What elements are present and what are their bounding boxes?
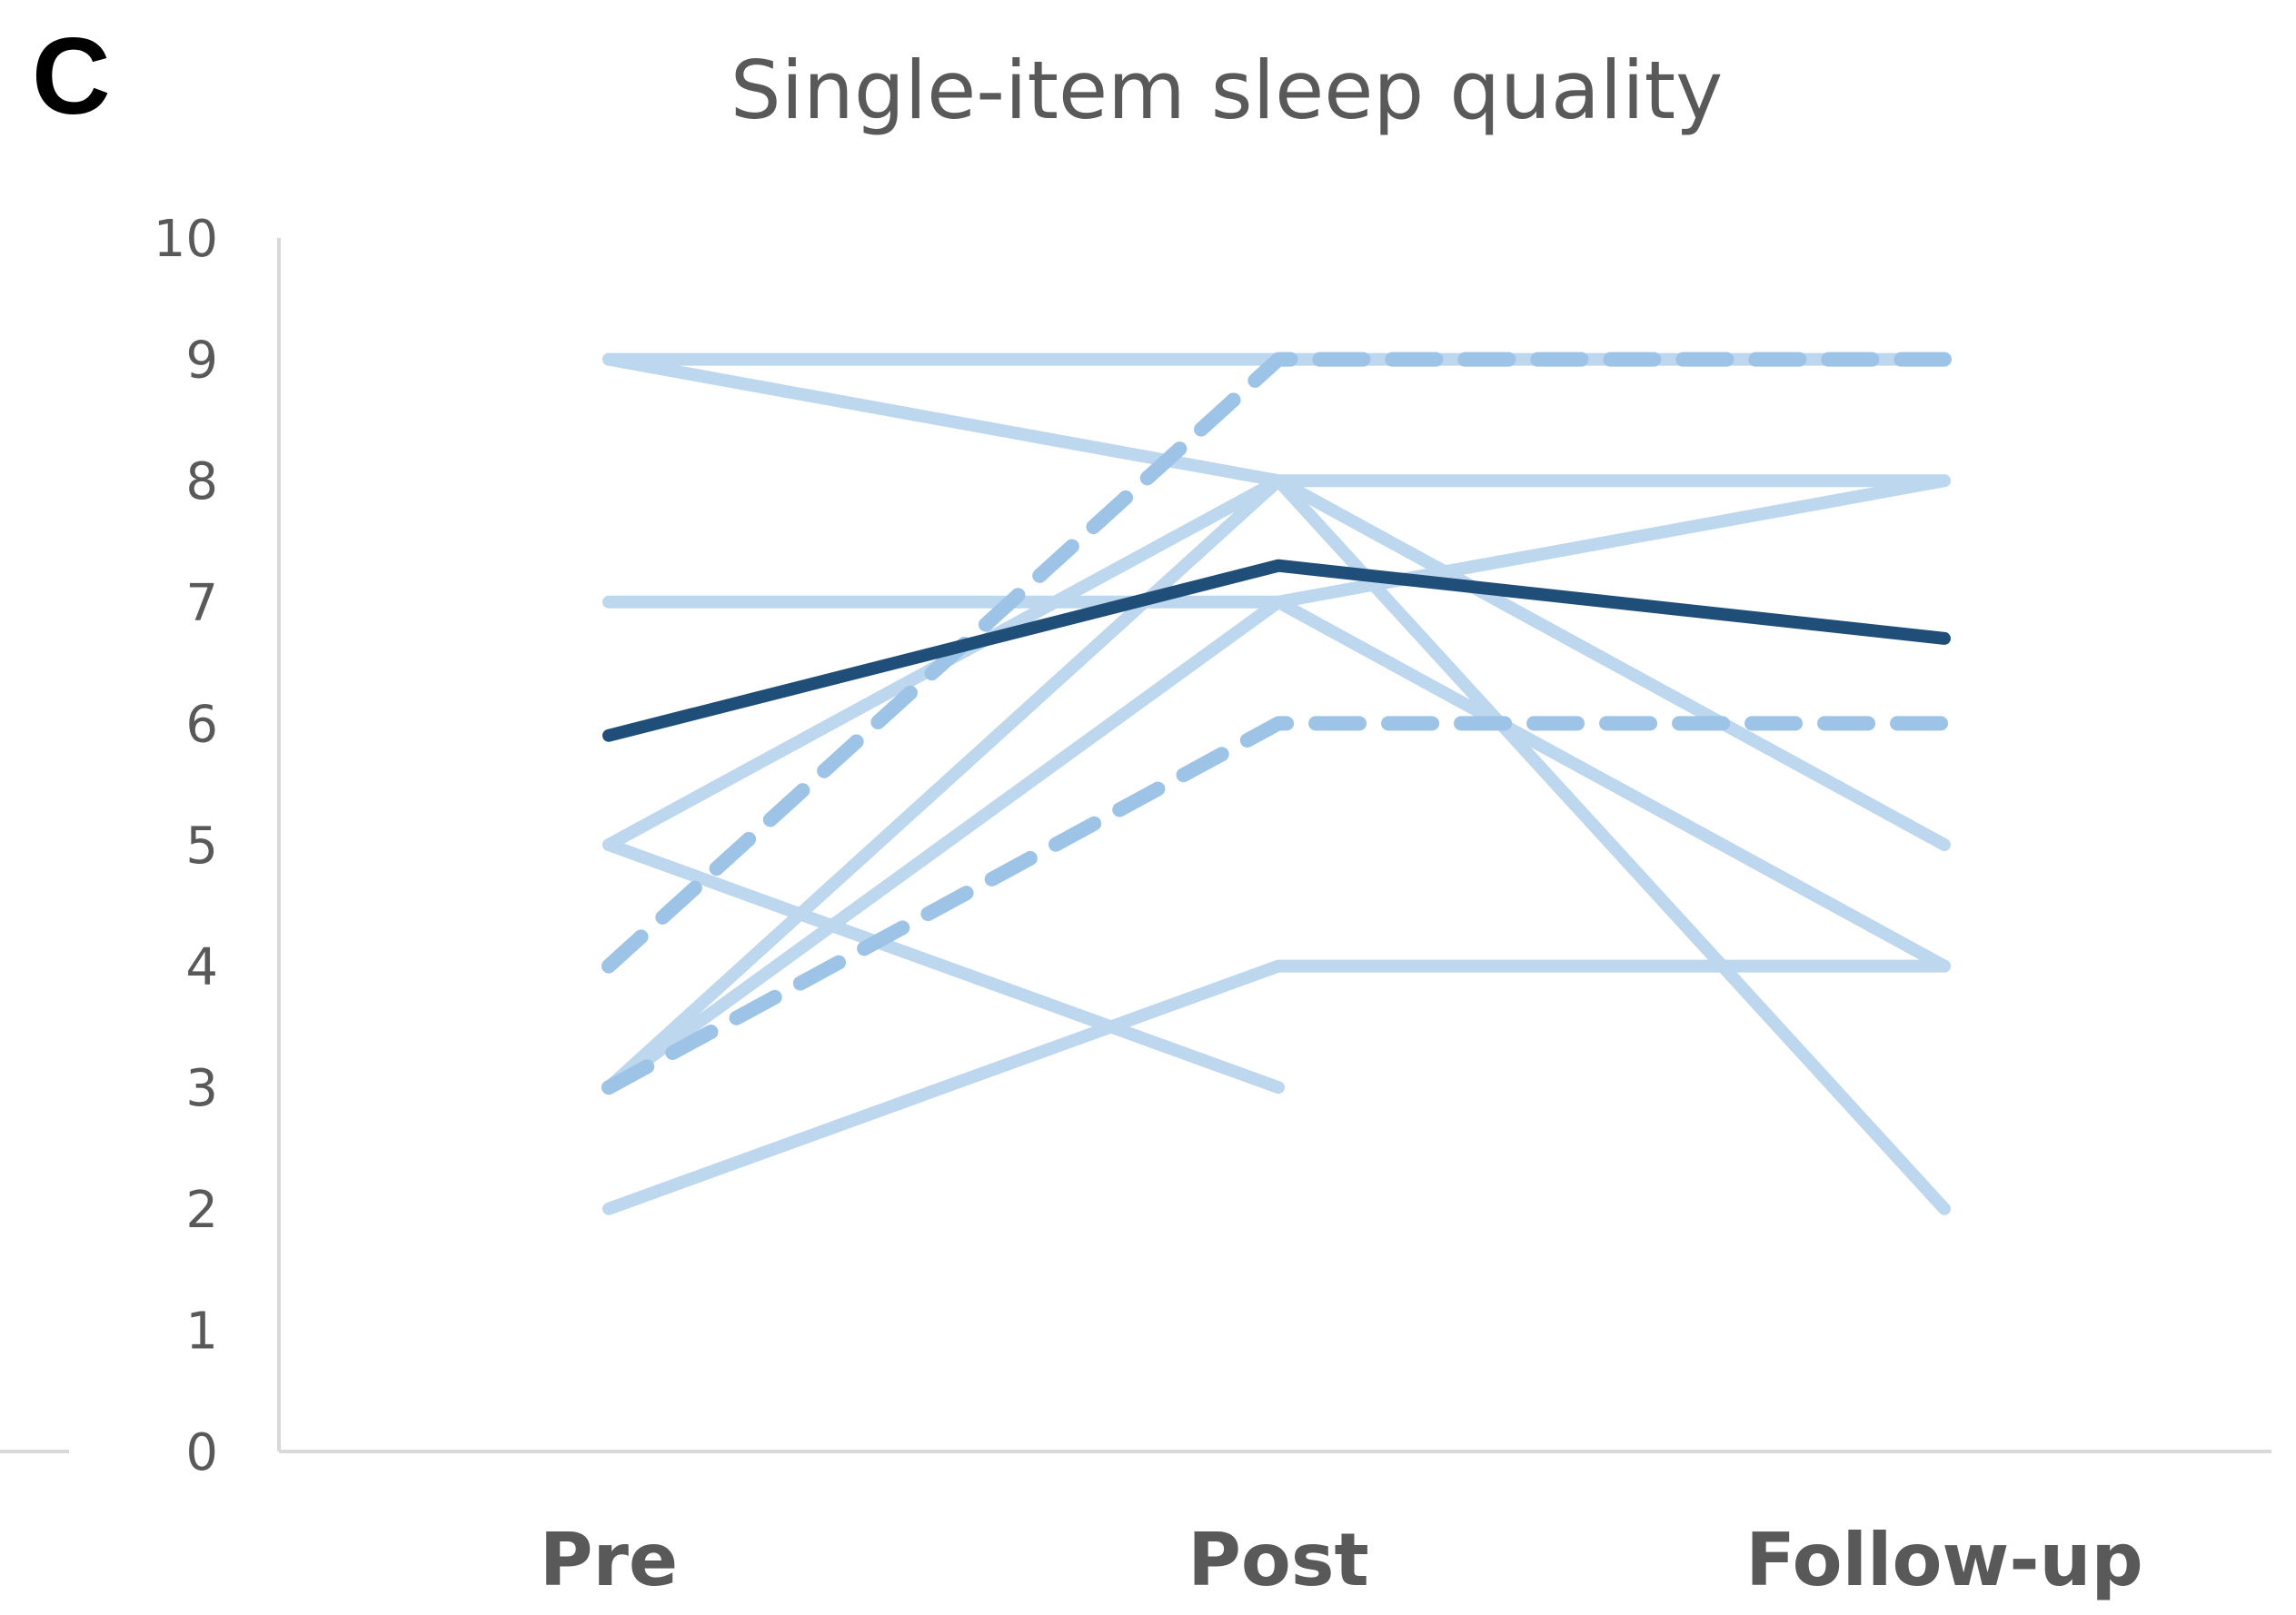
y-tick-label: 8 xyxy=(185,452,218,511)
x-tick-labels: Pre Post Follow-up xyxy=(540,1518,2143,1602)
individual-series-line xyxy=(602,474,1951,1215)
y-tick-label: 2 xyxy=(185,1181,218,1240)
y-tick-label: 4 xyxy=(185,938,218,997)
series-lines xyxy=(601,352,1952,1215)
dashed-series-line xyxy=(601,716,1952,1095)
x-tick-label: Pre xyxy=(540,1518,678,1602)
x-tick-label: Follow-up xyxy=(1745,1518,2143,1602)
y-tick-label: 6 xyxy=(185,695,218,754)
mean-series-line xyxy=(602,559,1951,742)
panel-label: C xyxy=(32,15,111,137)
y-tick-labels: 0 1 2 3 4 5 6 7 8 9 10 xyxy=(154,210,218,1482)
y-tick-label: 10 xyxy=(154,210,218,269)
x-tick-label: Post xyxy=(1188,1518,1368,1602)
individual-series-line xyxy=(602,352,1951,488)
individual-series-line xyxy=(602,595,1951,1095)
y-tick-label: 5 xyxy=(185,817,218,876)
y-tick-label: 7 xyxy=(185,574,218,633)
individual-series-line xyxy=(602,959,1951,1215)
dashed-series-line xyxy=(601,352,1952,974)
y-tick-label: 1 xyxy=(185,1302,218,1361)
y-tick-label: 3 xyxy=(185,1059,218,1118)
y-tick-label: 9 xyxy=(185,332,218,391)
chart-title: Single-item sleep quality xyxy=(731,44,1724,137)
individual-series-line xyxy=(602,838,1285,1095)
individual-series-line xyxy=(602,474,1951,609)
y-tick-label: 0 xyxy=(185,1423,218,1482)
